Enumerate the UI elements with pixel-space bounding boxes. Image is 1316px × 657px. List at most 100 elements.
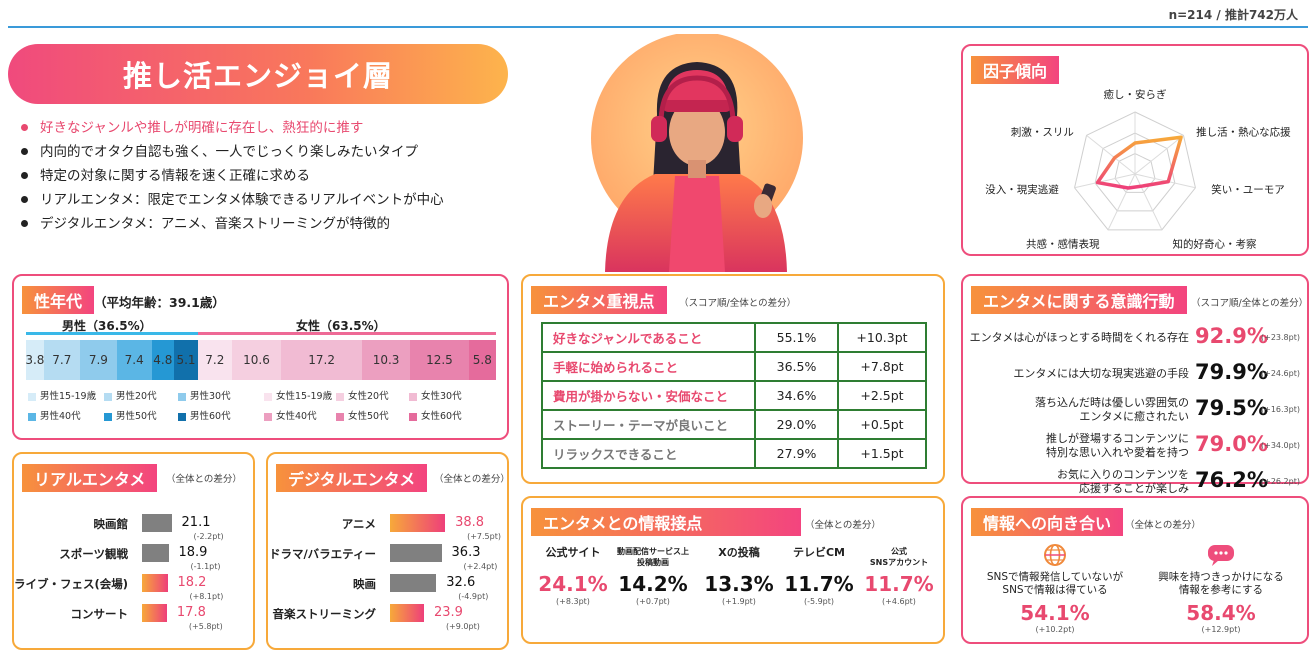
bar-value-label: 21.1 [181, 515, 211, 530]
awareness-diff: (+26.2pt) [1261, 477, 1300, 486]
age-segment: 5.1 [174, 340, 198, 380]
average-age: （平均年齢：39.1歳） [94, 295, 225, 310]
bar-mark [142, 544, 169, 562]
touchpoint-label: 動画配信サービス上 投稿動画 [613, 546, 693, 570]
awareness-card: エンタメに関する意識行動 （スコア順/全体との差分） エンタメは心がほっとする時… [961, 274, 1309, 495]
info-attitude-title: 情報への向き合い [971, 508, 1124, 536]
radar-axis-label: 共感・感情表現 [1026, 237, 1100, 250]
legend-label: 男性15-19歳 [40, 391, 97, 402]
legend-item: 男性50代 [104, 408, 157, 422]
touchpoint-label-line: テレビCM [792, 546, 846, 559]
touchpoint-value: 13.3% [704, 572, 774, 596]
priority-label: ストーリー・テーマが良いこと [541, 409, 756, 440]
awareness-value: 79.0% [1195, 432, 1268, 456]
factor-card: 因子傾向 癒し・安らぎ 推し活・熱心な応援 笑い・ユーモア 知的好奇心・考察 共感・感情… [961, 44, 1309, 256]
attitude-label: 興味を持つきっかけになる 情報を参考にする [1141, 571, 1301, 597]
touchpoint-item: テレビCM 11.7% (-5.9pt) [779, 546, 859, 606]
touchpoint-diff: (+1.9pt) [722, 597, 756, 606]
touchpoint-label: 公式サイト [533, 546, 613, 570]
chat-bubble-icon [1141, 542, 1301, 568]
statement-line: 落ち込んだ時は優しい雰囲気の [1035, 396, 1189, 409]
attitude-diff: (+10.2pt) [1035, 625, 1075, 634]
legend-swatch [264, 392, 272, 401]
priority-label: 好きなジャンルであること [541, 322, 756, 353]
statement-line: エンタメに癒されたい [1079, 410, 1189, 423]
bar-value-label: 23.9 [433, 605, 463, 620]
awareness-value: 79.9% [1195, 360, 1268, 384]
legend-swatch [104, 412, 112, 421]
touchpoint-label-line: Xの投稿 [718, 546, 760, 559]
segment-title: 推し活エンジョイ層 [8, 44, 508, 104]
age-segment: 7.2 [197, 340, 232, 380]
bar-mark [142, 514, 172, 532]
bar-mark [390, 574, 437, 592]
table-row: 好きなジャンルであること 55.1% +10.3pt [541, 322, 927, 353]
touchpoint-label-line: 公式 [891, 547, 907, 556]
touchpoint-label: テレビCM [779, 546, 859, 570]
face-shape [669, 98, 725, 166]
legend-label: 女性30代 [421, 391, 462, 402]
legend-label: 男性60代 [190, 411, 231, 422]
awareness-note: （スコア順/全体との差分） [1191, 298, 1309, 309]
bar-diff-label: (+2.4pt) [463, 562, 498, 571]
age-segment: 3.8 [25, 340, 44, 380]
age-segment: 7.9 [79, 340, 117, 380]
info-attitude-note: （全体との差分） [1125, 520, 1201, 531]
table-row: ストーリー・テーマが良いこと 29.0% +0.5pt [541, 409, 927, 440]
factor-title: 因子傾向 [971, 56, 1060, 84]
segment-description: 好きなジャンルや推しが明確に存在し、熱狂的に推す 内向的でオタク自認も強く、一人… [20, 116, 444, 236]
legend-label: 女性20代 [348, 391, 389, 402]
bar-diff-label: (+5.8pt) [188, 622, 223, 631]
age-segment: 7.7 [43, 340, 80, 380]
touchpoint-item: 公式サイト 24.1% (+8.3pt) [533, 546, 613, 606]
sample-size-label: n=214 / 推計742万人 [1168, 8, 1298, 22]
priority-label: 費用が掛からない・安価なこと [541, 380, 756, 411]
awareness-statement: エンタメには大切な現実逃避の手段 [1013, 367, 1189, 381]
touchpoints-title: エンタメとの情報接点 [531, 508, 801, 536]
bar-category-label: ドラマ/バラエティー [268, 547, 376, 561]
legend-item: 女性40代 [264, 408, 317, 422]
legend-swatch [409, 412, 417, 421]
legend-swatch [28, 412, 36, 421]
age-segment: 7.4 [116, 340, 152, 380]
statement-line: 応援することが楽しみ [1079, 482, 1189, 495]
touchpoint-item: 動画配信サービス上 投稿動画 14.2% (+0.7pt) [613, 546, 693, 606]
radar-axis-label: 笑い・ユーモア [1211, 183, 1285, 196]
radar-spoke [1107, 173, 1136, 231]
priorities-title: エンタメ重視点 [531, 286, 667, 314]
bar-mark [142, 574, 168, 592]
bar-mark [390, 604, 424, 622]
real-ent-title: リアルエンタメ [22, 464, 158, 492]
bar-category-label: アニメ [341, 517, 376, 531]
priority-label: リラックスできること [541, 438, 756, 469]
age-segment: 4.8 [151, 340, 175, 380]
radar-axis-label: 推し活・熱心な応援 [1196, 126, 1291, 139]
touchpoint-diff: (+4.6pt) [882, 597, 916, 606]
touchpoint-item: Xの投稿 13.3% (+1.9pt) [699, 546, 779, 606]
awareness-diff: (+23.8pt) [1261, 333, 1300, 342]
touchpoint-value: 24.1% [538, 572, 608, 596]
awareness-statement: 推しが登場するコンテンツに 特別な思い入れや愛着を持つ [1046, 432, 1189, 460]
persona-illustration [591, 34, 803, 272]
table-row: 手軽に始められること 36.5% +7.8pt [541, 351, 927, 382]
legend-label: 男性20代 [116, 391, 157, 402]
radar-series [1095, 135, 1183, 190]
bar-value-label: 38.8 [455, 515, 485, 530]
radar-axis-label: 知的好奇心・考察 [1173, 237, 1257, 250]
attitude-label-line: SNSで情報発信していないが [986, 571, 1124, 583]
table-row: リラックスできること 27.9% +1.5pt [541, 438, 927, 469]
bar-value-label: 17.8 [176, 605, 206, 620]
legend-label: 女性60代 [421, 411, 462, 422]
male-divider [26, 332, 198, 335]
radar-grid-ring [1094, 132, 1176, 212]
legend-swatch [264, 412, 272, 421]
info-attitude-card: 情報への向き合い （全体との差分） SNSで情報発信していないが SNSで情報は得… [961, 496, 1309, 644]
priorities-note: （スコア順/全体との差分） [679, 298, 797, 309]
statement-line: エンタメは心がほっとする時間をくれる存在 [969, 331, 1189, 344]
priority-diff: +1.5pt [837, 438, 927, 469]
legend-swatch [178, 412, 186, 421]
legend-label: 女性15-19歳 [276, 391, 333, 402]
touchpoint-diff: (-5.9pt) [803, 597, 835, 606]
demographics-title: 性年代 [22, 286, 95, 314]
